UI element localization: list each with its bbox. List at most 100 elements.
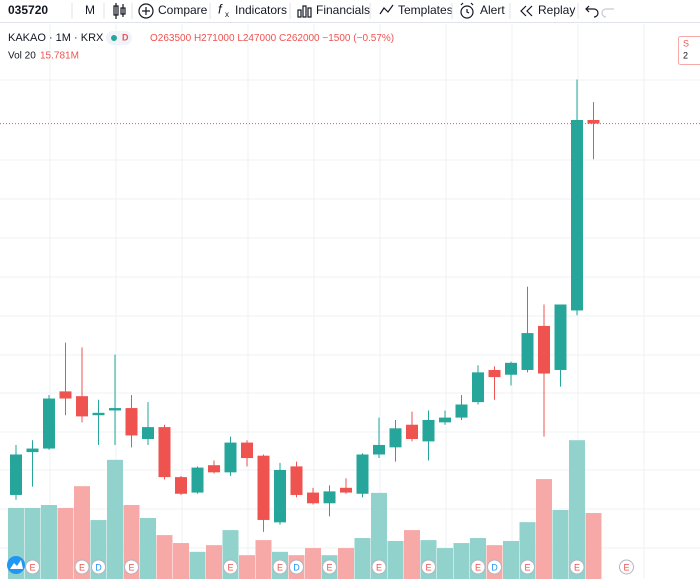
side-badge-text: 2	[683, 50, 688, 60]
volume-bar	[503, 540, 519, 579]
volume-bar	[536, 479, 552, 579]
candle-body	[356, 454, 369, 494]
undo-button[interactable]	[585, 5, 590, 13]
volume-bar	[74, 486, 90, 579]
event-marker[interactable]	[569, 559, 585, 575]
volume-bar	[437, 548, 453, 579]
indicators-icon[interactable]: f	[218, 1, 223, 16]
volume-bar	[585, 513, 602, 579]
market-status	[106, 31, 132, 45]
market-badge: D	[122, 32, 129, 42]
candle-body	[472, 372, 484, 403]
volume-bar	[453, 543, 470, 579]
event-marker[interactable]	[25, 559, 40, 575]
candle-body	[59, 391, 72, 399]
event-marker[interactable]	[91, 559, 106, 575]
volume-bar	[354, 538, 371, 579]
replay-icon[interactable]	[520, 5, 533, 17]
financials-button[interactable]: Financials	[316, 3, 370, 17]
candle-body	[455, 404, 468, 418]
symbol-legend: KAKAO · 1M · KRX	[8, 32, 104, 44]
candle-body	[125, 408, 138, 436]
open-value: O263500	[150, 33, 192, 44]
replay-button[interactable]: Replay	[538, 3, 575, 17]
compare-icon[interactable]	[138, 3, 154, 19]
candle-body	[488, 369, 501, 378]
candle-body	[10, 454, 22, 495]
event-label: E	[227, 562, 233, 572]
candle-body	[422, 419, 435, 442]
event-label: E	[326, 562, 332, 572]
event-marker[interactable]	[289, 559, 304, 575]
event-marker[interactable]	[619, 559, 634, 575]
high-value: H271000	[194, 33, 235, 44]
grid	[0, 24, 700, 579]
volume-bar	[387, 540, 404, 579]
candle-body	[587, 119, 600, 124]
ohlc-legend: O263500 H271000 L247000 C262000 −1500 (−…	[150, 33, 394, 44]
event-label: E	[475, 562, 481, 572]
redo-button[interactable]	[601, 8, 614, 18]
side-badge[interactable]	[678, 36, 700, 65]
candle-body	[175, 477, 187, 494]
candle-body	[538, 325, 550, 374]
event-label: E	[524, 562, 530, 572]
market-dot	[111, 35, 117, 41]
indicators-button[interactable]: Indicators	[235, 3, 287, 17]
event-marker[interactable]	[74, 559, 90, 575]
candle-body	[109, 408, 121, 411]
event-marker[interactable]	[223, 559, 238, 575]
volume-bar	[305, 548, 321, 579]
event-marker[interactable]	[371, 559, 387, 575]
volume-bar	[404, 530, 420, 579]
candle-layer	[0, 79, 700, 532]
event-marker[interactable]	[520, 559, 535, 575]
event-marker[interactable]	[124, 559, 139, 575]
volume-bar	[123, 504, 140, 579]
event-marker[interactable]	[421, 559, 436, 575]
candle-body	[76, 396, 88, 417]
event-marker[interactable]	[272, 559, 288, 575]
candle-body	[208, 465, 220, 473]
alert-button[interactable]: Alert	[480, 3, 505, 17]
candle-body	[521, 333, 534, 370]
undo-button[interactable]	[586, 8, 599, 18]
alert-icon[interactable]	[460, 2, 474, 19]
candle-body	[307, 492, 319, 504]
side-badge-text: S	[683, 38, 689, 48]
event-label: E	[128, 562, 134, 572]
change-value: −1500 (−0.57%)	[322, 33, 394, 44]
event-label: E	[425, 562, 431, 572]
volume-bar	[140, 517, 156, 579]
volume-bar	[569, 440, 585, 579]
event-marker[interactable]	[470, 559, 486, 575]
compare-button[interactable]: Compare	[158, 3, 208, 17]
indicators-icon[interactable]: x	[225, 10, 229, 19]
financials-icon[interactable]	[297, 5, 312, 18]
candle-body	[373, 444, 385, 455]
volume-bar	[107, 459, 123, 579]
event-marker[interactable]	[487, 559, 502, 575]
volume-bar	[338, 548, 354, 579]
candle-body	[505, 362, 517, 375]
symbol[interactable]: 035720	[8, 3, 48, 17]
event-marker[interactable]	[322, 559, 337, 575]
event-label: D	[491, 562, 498, 572]
templates-icon[interactable]	[379, 4, 394, 15]
toolbar	[0, 0, 700, 22]
event-label: E	[277, 562, 283, 572]
chart-type-icon[interactable]	[113, 3, 126, 19]
volume-bar	[255, 540, 272, 579]
templates-button[interactable]: Templates	[398, 3, 453, 17]
candle-body	[92, 412, 105, 416]
candle-body	[439, 417, 451, 423]
interval[interactable]: M	[85, 3, 95, 17]
event-label: E	[574, 562, 580, 572]
event-label: D	[293, 562, 300, 572]
candle-body	[191, 467, 204, 493]
volume-bar	[189, 551, 206, 579]
volume-legend-value: 15.781M	[40, 51, 79, 62]
